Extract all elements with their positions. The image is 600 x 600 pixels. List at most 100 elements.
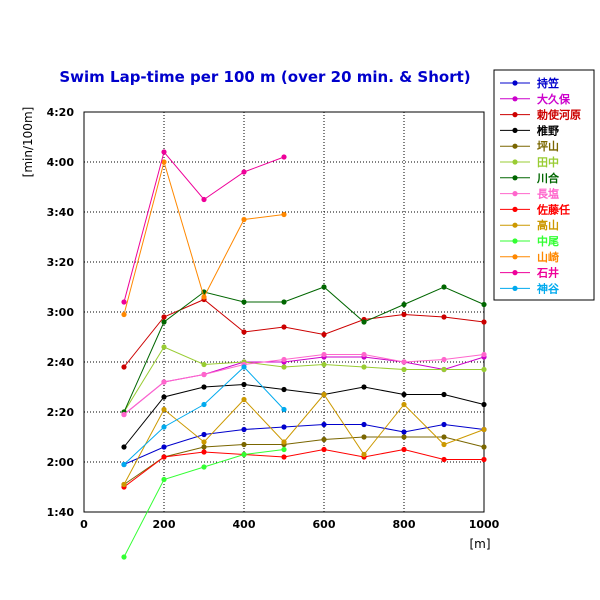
x-tick-label: 0 xyxy=(80,518,88,531)
data-point xyxy=(401,311,407,318)
data-point xyxy=(361,364,367,370)
y-tick-label: 3:20 xyxy=(47,256,75,269)
legend-item: 勅使河原 xyxy=(500,108,581,122)
data-point xyxy=(121,481,127,488)
series-13 xyxy=(121,149,287,305)
data-point xyxy=(201,294,207,300)
data-point xyxy=(441,314,447,320)
data-point xyxy=(321,331,327,338)
data-point xyxy=(201,371,207,378)
data-point xyxy=(161,454,167,460)
x-axis-label: [m] xyxy=(469,537,490,551)
data-point xyxy=(241,364,247,370)
data-point xyxy=(441,391,447,398)
data-point xyxy=(161,314,167,320)
data-point xyxy=(241,441,247,448)
legend-item: 川合 xyxy=(500,171,560,185)
series-2 xyxy=(121,354,487,418)
y-tick-label: 4:20 xyxy=(47,106,75,119)
data-point xyxy=(321,391,327,398)
data-point xyxy=(201,449,207,455)
legend-label: 中尾 xyxy=(537,234,559,248)
data-point xyxy=(281,211,287,218)
data-point xyxy=(401,401,407,408)
data-point xyxy=(161,319,167,325)
series-line xyxy=(123,298,485,368)
legend-item: 長塩 xyxy=(500,187,559,201)
data-point xyxy=(441,456,447,463)
legend-item: 佐藤任 xyxy=(500,202,570,216)
y-tick-label: 2:40 xyxy=(47,356,75,369)
series-line xyxy=(123,448,484,488)
legend-label: 長塩 xyxy=(537,187,559,201)
data-point xyxy=(441,434,447,440)
legend-label: 坪山 xyxy=(537,139,559,153)
data-point xyxy=(441,356,447,363)
legend-label: 椎野 xyxy=(536,123,559,137)
legend-label: 川合 xyxy=(536,171,560,185)
data-point xyxy=(441,284,447,290)
data-point xyxy=(481,366,487,373)
data-point xyxy=(281,424,287,430)
data-point xyxy=(161,476,167,483)
legend-item: 中尾 xyxy=(500,234,559,248)
y-tick-label: 1:40 xyxy=(47,506,75,519)
series-8 xyxy=(121,351,487,418)
data-point xyxy=(241,216,247,223)
legend-item: 大久保 xyxy=(500,92,571,106)
data-point xyxy=(201,196,207,203)
data-point xyxy=(161,444,167,450)
legend-label: 石井 xyxy=(536,266,559,280)
legend-label: 勅使河原 xyxy=(536,108,581,122)
y-tick-label: 2:20 xyxy=(47,406,75,419)
data-point xyxy=(241,299,247,305)
data-point xyxy=(401,429,407,435)
legend-label: 田中 xyxy=(537,155,559,169)
data-point xyxy=(281,406,287,413)
data-point xyxy=(481,301,487,308)
data-point xyxy=(401,434,407,440)
data-point xyxy=(121,299,127,305)
data-point xyxy=(281,356,287,363)
legend-item: 椎野 xyxy=(500,123,559,137)
legend-swatch-marker xyxy=(512,206,518,212)
series-line xyxy=(123,286,485,413)
data-point xyxy=(241,381,247,388)
data-point xyxy=(361,451,367,458)
data-point xyxy=(441,441,447,448)
chart-title: Swim Lap-time per 100 m (over 20 min. & … xyxy=(59,68,470,86)
series-line xyxy=(123,150,285,303)
legend-swatch-marker xyxy=(512,270,518,276)
data-point xyxy=(361,319,367,325)
data-point xyxy=(361,384,367,390)
legend-item: 石井 xyxy=(500,266,559,280)
data-point xyxy=(361,351,367,358)
data-point xyxy=(361,421,367,428)
data-point xyxy=(281,454,287,460)
tick-labels: 0 200 400 600 800 1000 1:40 2:00 2:20 2:40 3:00 3:2… xyxy=(47,106,500,531)
data-point xyxy=(401,366,407,373)
legend-swatch-marker xyxy=(512,159,518,165)
data-point xyxy=(161,149,167,155)
data-point xyxy=(401,359,407,365)
y-tick-label: 4:00 xyxy=(47,156,75,169)
legend-label: 神谷 xyxy=(537,281,560,295)
data-point xyxy=(281,154,287,160)
data-point xyxy=(201,431,207,438)
data-point xyxy=(161,344,167,350)
data-point xyxy=(201,384,207,390)
legend-swatch-marker xyxy=(512,238,518,244)
series-line xyxy=(123,423,485,465)
series-7 xyxy=(121,284,487,415)
y-axis-label: [min/100m] xyxy=(21,107,35,178)
legend-swatch-marker xyxy=(512,254,518,260)
data-point xyxy=(161,424,167,430)
data-point xyxy=(361,434,367,440)
legend-swatch-marker xyxy=(512,127,518,133)
data-point xyxy=(161,379,167,385)
data-point xyxy=(401,446,407,453)
data-point xyxy=(161,159,167,165)
data-point xyxy=(481,319,487,325)
series-10 xyxy=(121,391,487,488)
